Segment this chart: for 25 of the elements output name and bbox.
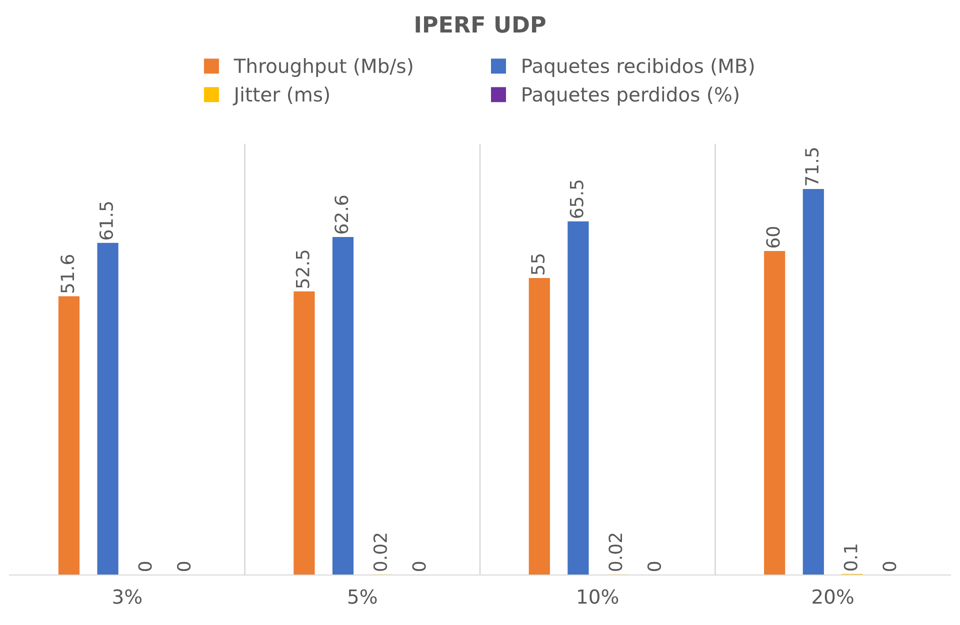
data-label: 0	[412, 562, 426, 572]
legend-label: Paquetes perdidos (%)	[522, 86, 738, 106]
data-label: 60	[766, 227, 780, 248]
legend-label: Jitter (ms)	[232, 86, 329, 106]
data-label: 62.6	[334, 196, 348, 234]
data-label: 0	[176, 562, 191, 572]
data-label: 51.6	[60, 255, 74, 293]
data-label: 0.1	[844, 544, 858, 570]
x-tick-label: 5%	[348, 589, 377, 604]
data-label: 0.02	[608, 534, 622, 571]
data-label: 52.5	[296, 250, 310, 288]
data-label: 0.02	[373, 534, 388, 571]
data-label: 0	[138, 562, 152, 572]
x-tick-label: 3%	[113, 589, 142, 604]
data-label: 71.5	[805, 148, 819, 186]
legend-label: Paquetes recibidos (MB)	[522, 58, 754, 77]
data-label: 0	[882, 562, 896, 572]
chart-title: IPERF UDP	[416, 16, 546, 33]
data-label: 0	[647, 562, 662, 572]
data-label: 65.5	[570, 180, 584, 218]
data-label: 61.5	[99, 202, 114, 240]
x-tick-label: 10%	[578, 589, 618, 604]
data-label: 55	[531, 254, 545, 274]
legend-label: Throughput (Mb/s)	[234, 58, 412, 77]
x-tick-label: 20%	[812, 589, 854, 604]
